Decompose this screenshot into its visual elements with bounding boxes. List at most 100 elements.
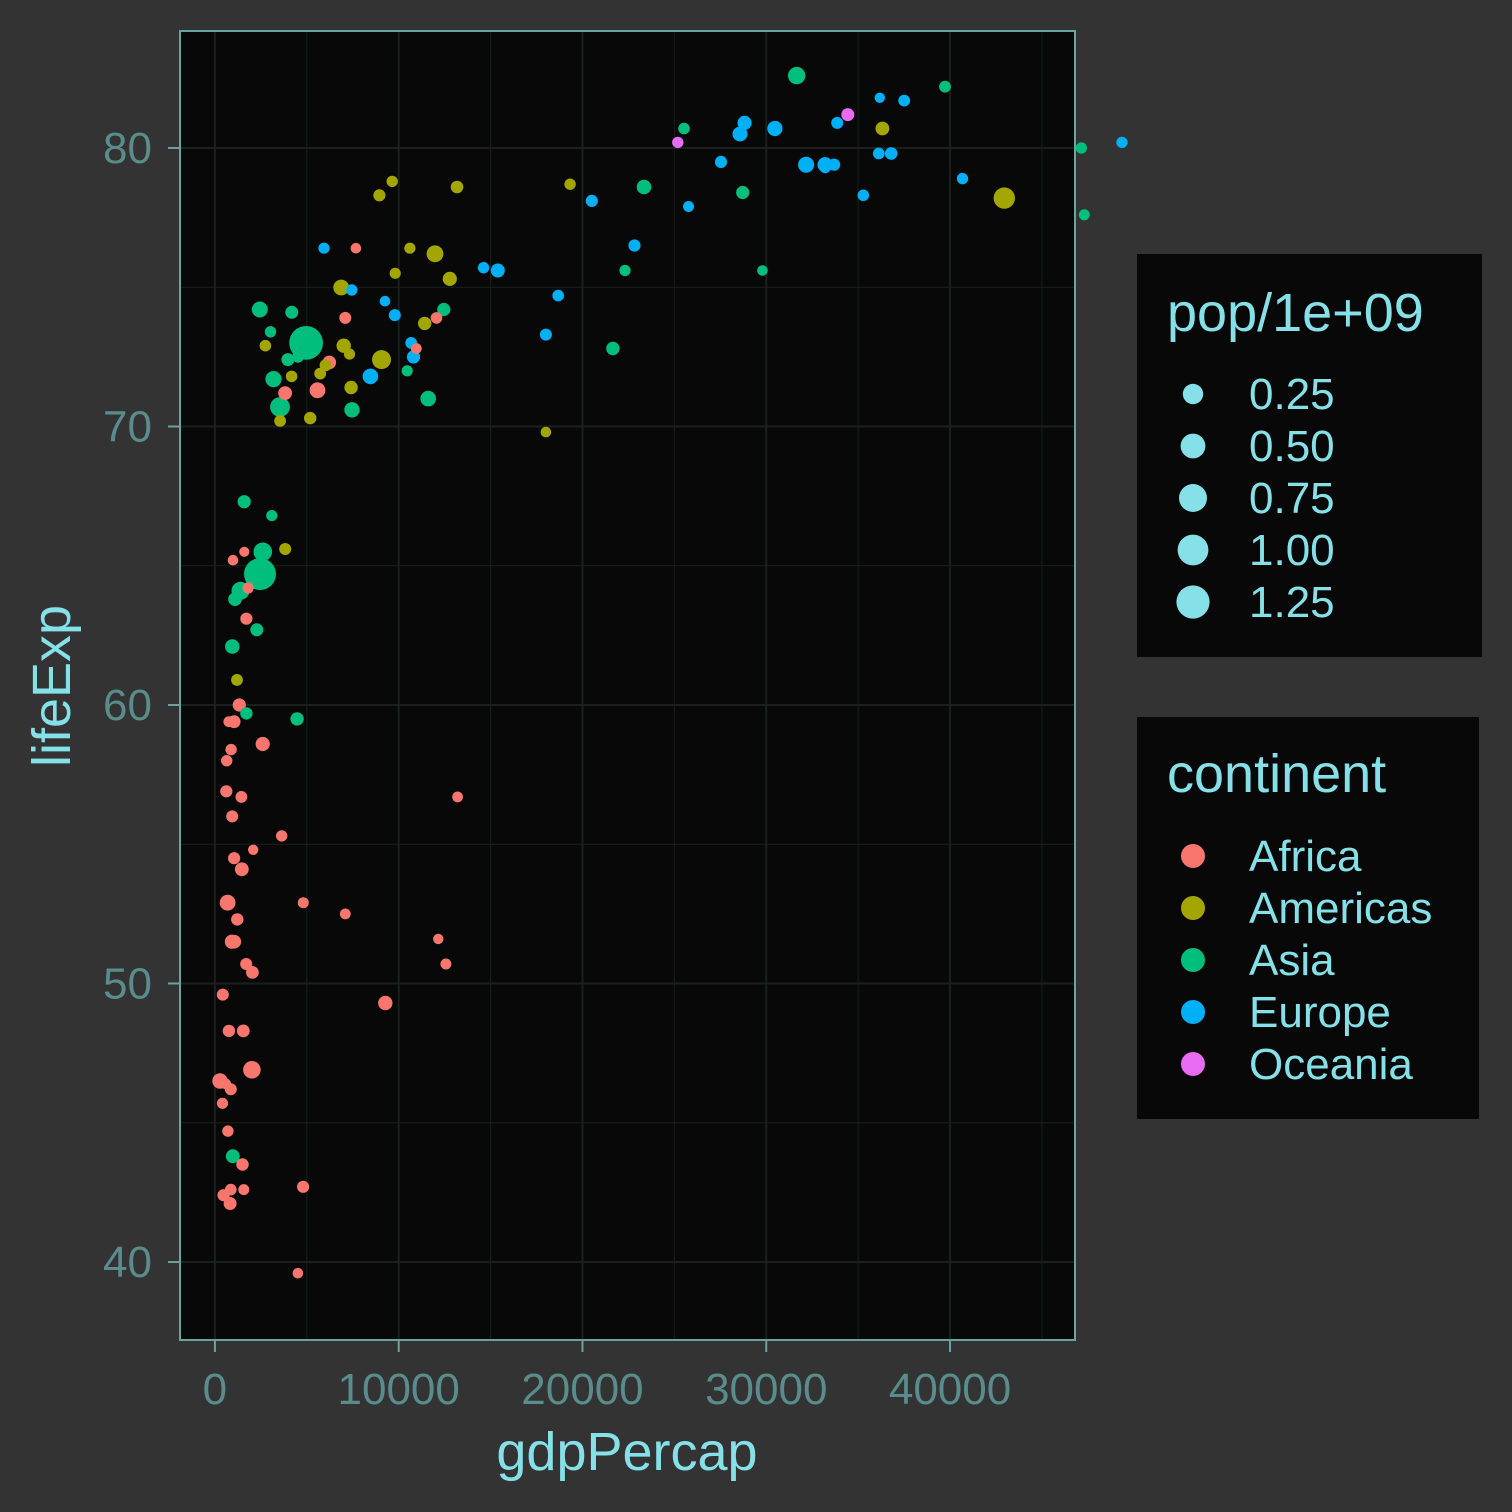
data-point [278, 386, 292, 400]
data-point [373, 189, 386, 202]
data-point [227, 934, 242, 949]
data-point [841, 108, 855, 122]
data-point [437, 302, 451, 317]
color-legend-label: Asia [1249, 936, 1335, 985]
size-legend: pop/1e+09 0.250.500.751.001.25 [1137, 254, 1482, 657]
data-point [250, 623, 264, 637]
size-legend-label: 0.25 [1249, 370, 1335, 419]
data-point [388, 309, 401, 322]
color-legend-key [1181, 844, 1205, 868]
data-point [672, 136, 684, 149]
data-point [678, 122, 690, 135]
plot-panel-border [179, 30, 1076, 1341]
data-point [452, 791, 463, 803]
data-point [216, 988, 229, 1001]
data-point [223, 716, 235, 728]
color-legend-label: Oceania [1249, 1040, 1413, 1089]
data-point [875, 121, 890, 136]
x-axis-tick-label: 30000 [705, 1365, 827, 1414]
data-point [242, 582, 254, 594]
data-point [372, 350, 391, 370]
data-point [450, 180, 464, 194]
data-point [240, 612, 253, 625]
size-legend-title: pop/1e+09 [1167, 283, 1424, 343]
data-point [235, 791, 248, 803]
x-axis-tick-label: 20000 [521, 1365, 643, 1414]
data-point [714, 155, 728, 168]
data-point [1075, 142, 1088, 154]
data-point [270, 397, 290, 417]
data-point [220, 785, 233, 798]
data-point [238, 1184, 250, 1196]
data-point [333, 279, 350, 296]
data-point [993, 187, 1015, 209]
data-point [440, 958, 452, 970]
data-point [304, 411, 317, 425]
data-point [290, 712, 304, 726]
data-point [292, 1267, 304, 1279]
data-point [225, 1149, 240, 1164]
data-point [490, 263, 505, 278]
data-point [227, 554, 239, 566]
data-point [228, 592, 242, 606]
color-legend-label: Europe [1249, 988, 1391, 1037]
data-point [297, 897, 309, 909]
data-point [318, 242, 330, 254]
data-point [1078, 209, 1090, 221]
size-legend-key [1177, 534, 1209, 566]
data-point [884, 147, 898, 160]
y-axis-label: lifeExp [22, 605, 82, 767]
size-legend-key [1180, 433, 1206, 459]
data-point [757, 265, 768, 276]
data-point [736, 185, 750, 200]
data-point [956, 172, 969, 185]
data-point [237, 495, 251, 509]
data-point [265, 371, 282, 388]
x-axis-tick-label: 40000 [889, 1365, 1011, 1414]
data-point [874, 92, 885, 104]
size-legend-key [1179, 484, 1207, 512]
data-point [606, 341, 620, 356]
data-point [246, 966, 259, 979]
data-point [234, 862, 249, 877]
plot-panel [180, 31, 1075, 1340]
data-point [737, 115, 752, 130]
data-point [222, 1125, 234, 1137]
color-legend-title: continent [1167, 744, 1386, 804]
data-point [539, 328, 552, 341]
data-point [619, 264, 631, 277]
data-point [552, 289, 564, 302]
data-point [236, 1158, 249, 1171]
data-point [350, 242, 362, 254]
data-point [264, 326, 277, 338]
data-point [226, 810, 239, 823]
data-point [259, 339, 272, 352]
data-point [225, 743, 237, 756]
data-point [309, 382, 326, 399]
data-point [442, 271, 457, 286]
data-point [239, 546, 250, 557]
data-point [683, 201, 694, 212]
data-point [232, 698, 246, 712]
grid-lines [180, 31, 1075, 1340]
x-axis-label: gdpPercap [496, 1422, 757, 1482]
data-point [418, 316, 432, 331]
data-point [253, 542, 273, 562]
data-point [410, 343, 422, 354]
data-point [339, 311, 352, 324]
data-point [872, 147, 885, 160]
data-point [362, 368, 379, 385]
size-legend-label: 1.25 [1249, 578, 1335, 627]
size-legend-label: 0.75 [1249, 474, 1335, 523]
data-point [221, 755, 233, 767]
data-point [585, 194, 598, 207]
data-point [401, 365, 413, 377]
data-point [285, 305, 299, 319]
data-point [228, 852, 241, 865]
y-axis-tick-label: 50 [103, 960, 152, 1009]
data-point [477, 262, 490, 274]
data-point [898, 94, 911, 107]
data-point [344, 402, 360, 418]
data-point [636, 179, 652, 195]
